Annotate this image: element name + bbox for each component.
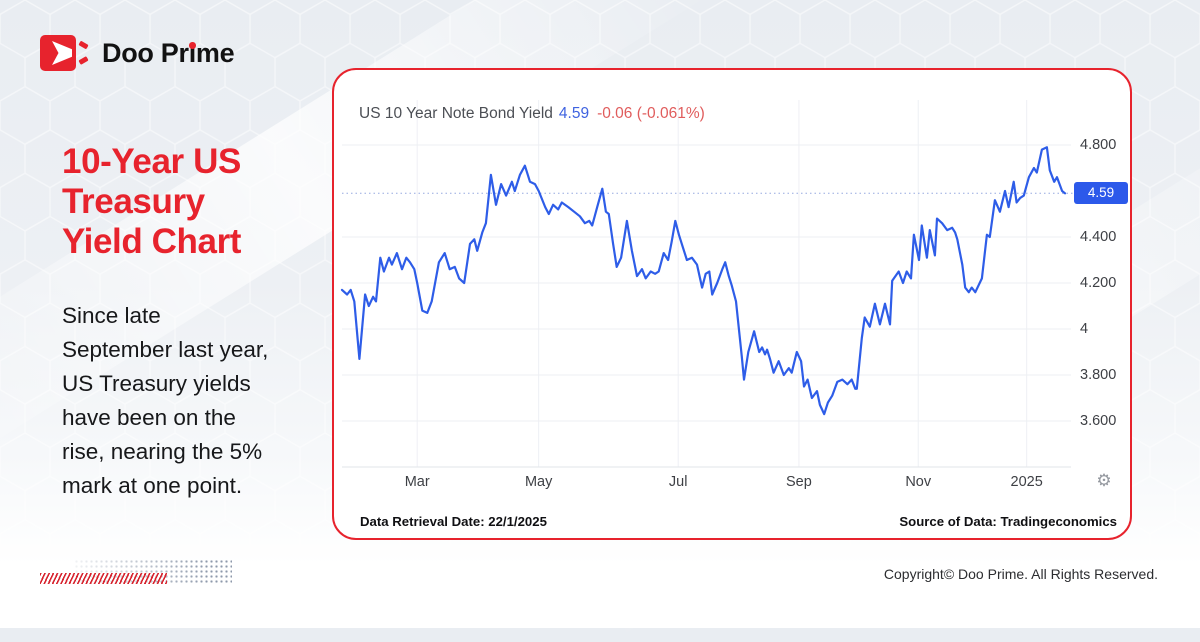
doo-prime-logo: Doo Prime — [40, 34, 235, 72]
data-retrieval-date: Data Retrieval Date: 22/1/2025 — [360, 514, 547, 529]
x-axis-tick-label: 2025 — [1010, 474, 1043, 490]
y-axis-tick-label: 4.400 — [1080, 229, 1117, 245]
description-text: Since late September last year, US Treas… — [62, 303, 269, 498]
x-axis-tick-label: Sep — [786, 474, 812, 490]
chart-change: -0.06 (-0.061%) — [597, 105, 705, 122]
y-axis-tick-label: 4.200 — [1080, 275, 1117, 291]
doo-prime-logo-icon — [40, 35, 89, 71]
chart-card: US 10 Year Note Bond Yield 4.59 -0.06 (-0.… — [332, 68, 1132, 540]
data-source: Source of Data: Tradingeconomics — [899, 514, 1117, 529]
x-axis-tick-label: May — [524, 474, 553, 490]
gear-icon[interactable]: ⚙ — [1096, 471, 1112, 490]
yield-series-line — [340, 146, 1067, 416]
y-axis-tick-label: 4.800 — [1080, 137, 1117, 153]
current-value-badge: 4.59 — [1074, 182, 1128, 205]
copyright-text: Copyright© Doo Prime. All Rights Reserve… — [883, 566, 1158, 582]
y-axis-tick-label: 4 — [1080, 321, 1089, 337]
chart-header: US 10 Year Note Bond Yield 4.59 -0.06 (-0.… — [359, 105, 705, 123]
page-title: 10-Year US Treasury Yield Chart — [62, 142, 242, 261]
y-axis-tick-label: 3.600 — [1080, 413, 1117, 429]
red-hatch-decoration — [40, 573, 167, 584]
x-axis-tick-label: Mar — [404, 474, 430, 490]
yield-line-chart[interactable] — [334, 70, 1132, 540]
x-axis-tick-label: Jul — [668, 474, 688, 490]
x-axis-tick-label: Nov — [905, 474, 932, 490]
logo-wordmark: Doo Prime — [102, 37, 235, 68]
chart-last-value: 4.59 — [558, 105, 590, 122]
chart-title: US 10 Year Note Bond Yield — [359, 105, 553, 122]
y-axis-tick-label: 3.800 — [1080, 367, 1117, 383]
